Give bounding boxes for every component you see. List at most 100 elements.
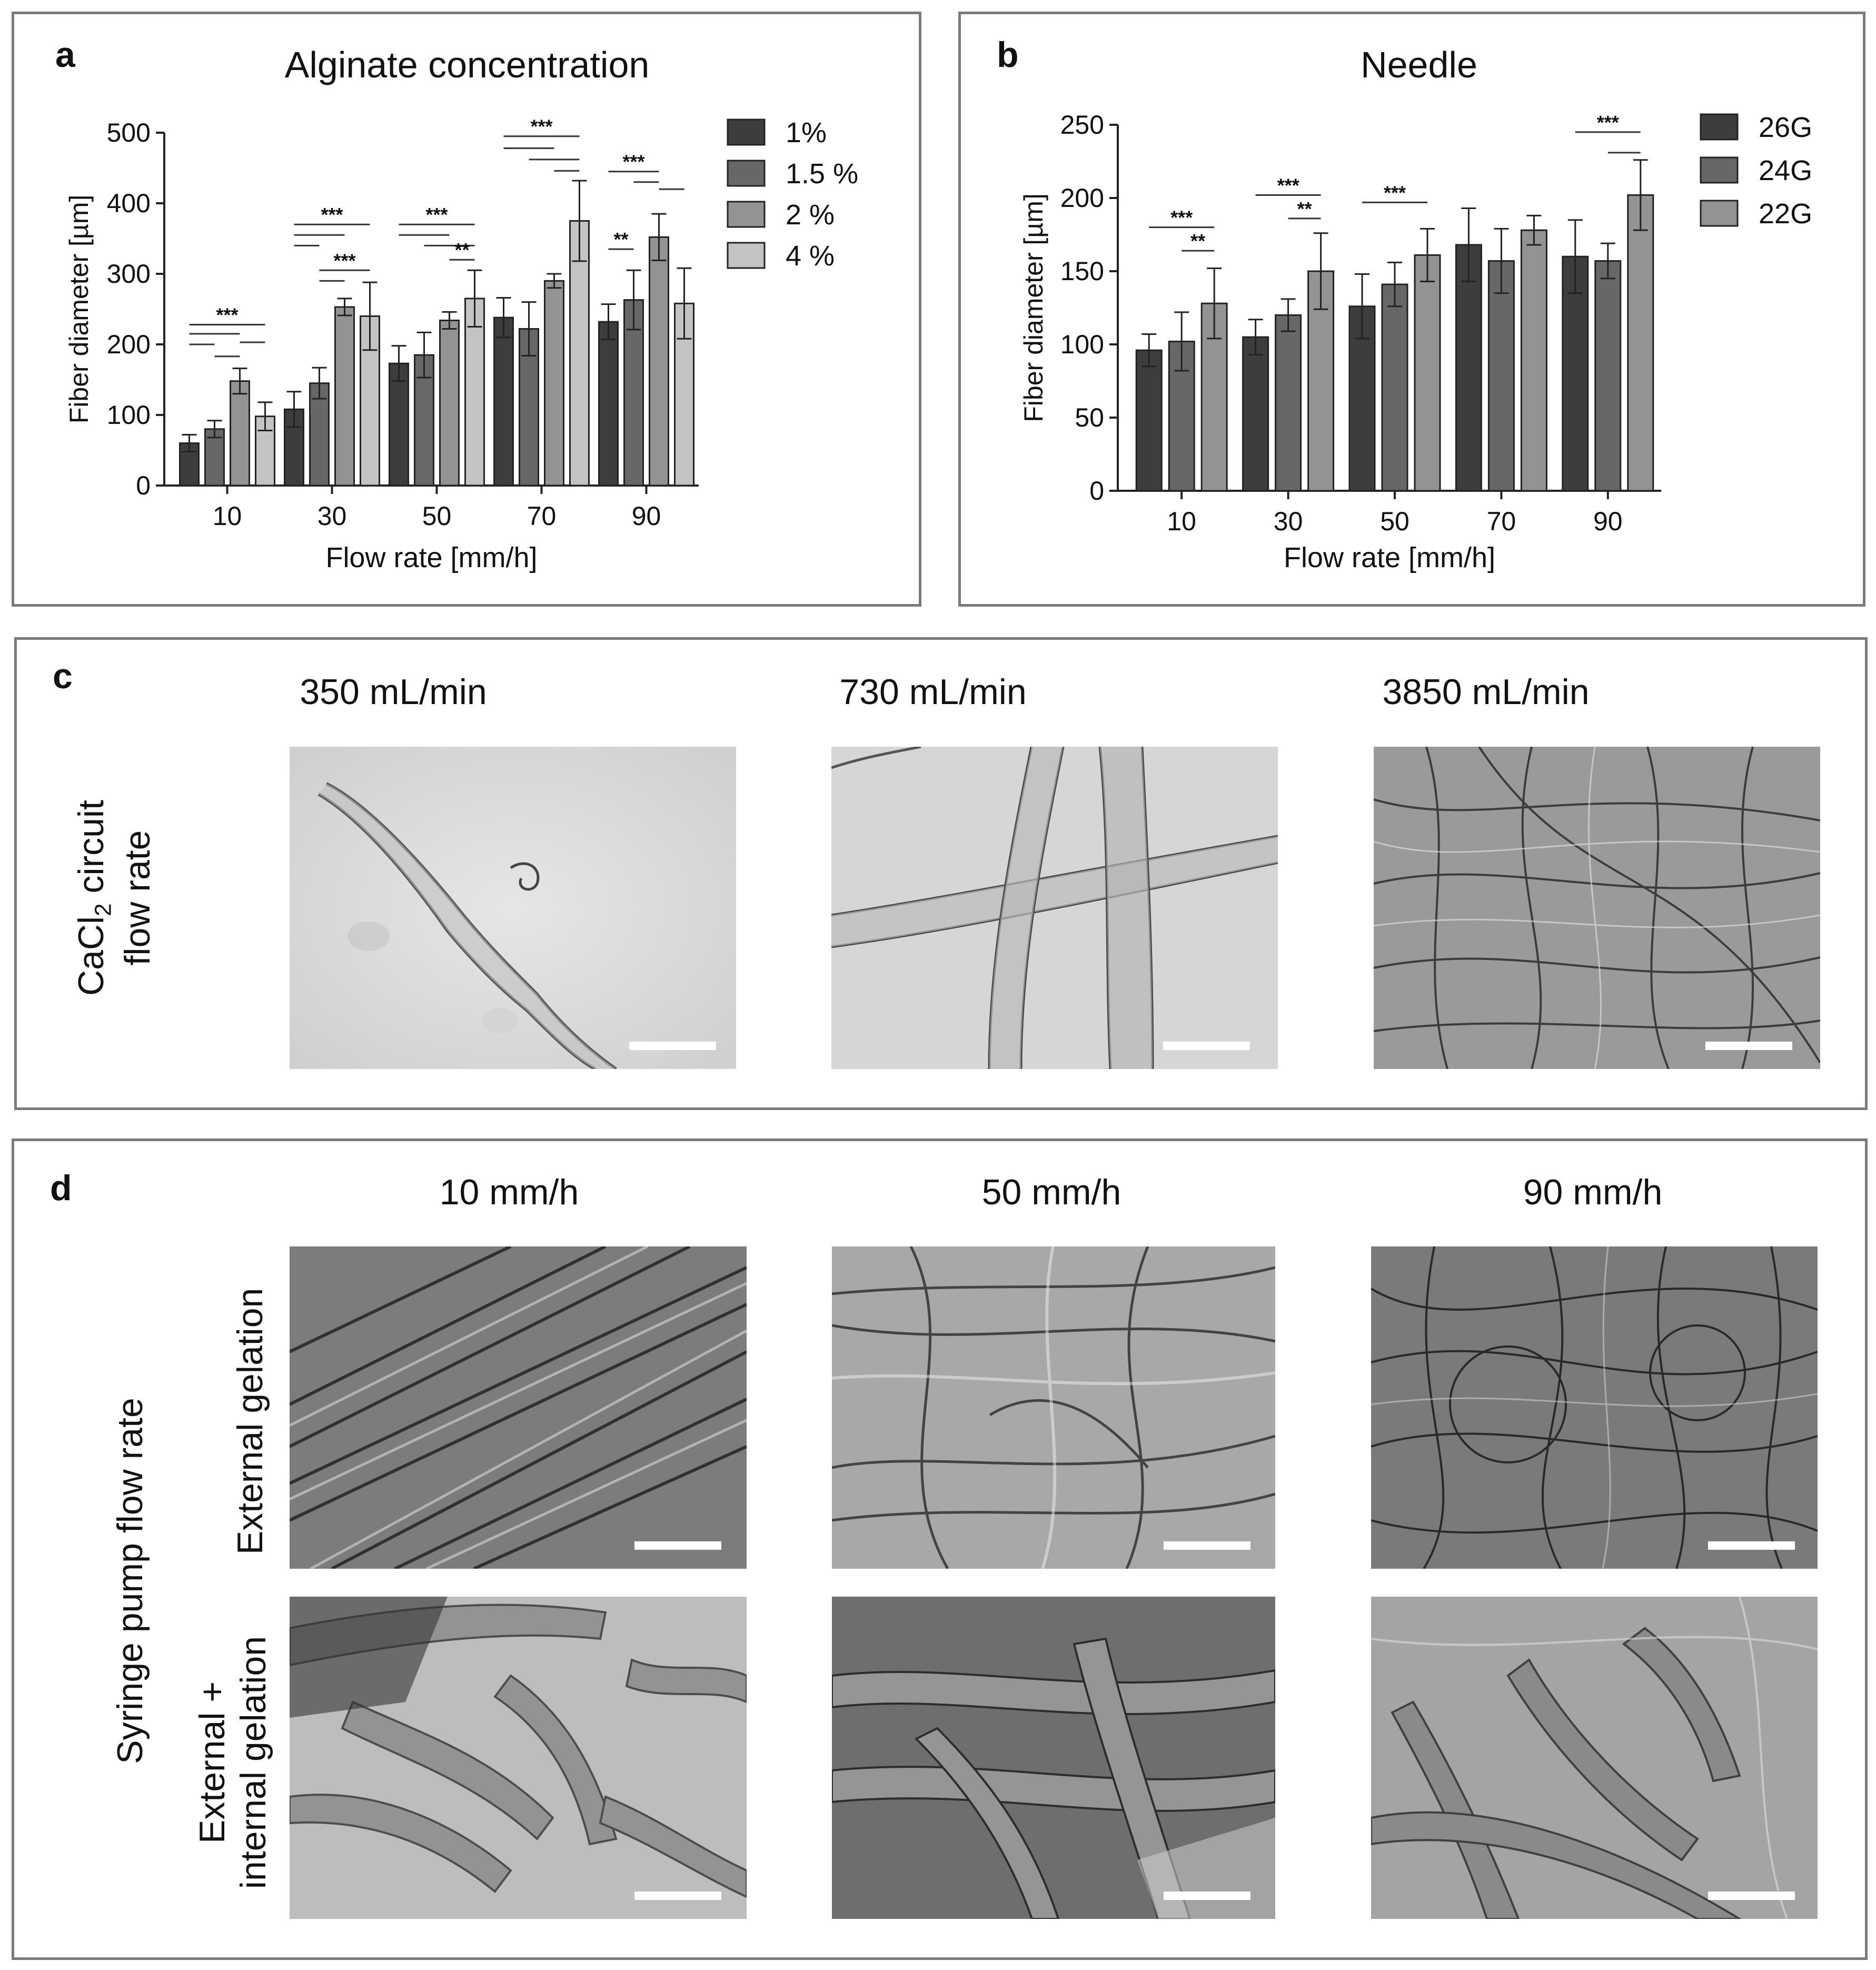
significance-label: ** xyxy=(1190,230,1205,252)
internal-gelation-text: internal gelation xyxy=(233,1636,273,1889)
bar-15-10 xyxy=(204,428,225,487)
x-tick-label: 30 xyxy=(317,501,347,531)
bar-2-10 xyxy=(230,380,250,487)
micrograph-d-int-10 xyxy=(290,1597,747,1919)
significance-label: *** xyxy=(216,304,238,325)
legend-label: 4 % xyxy=(786,240,835,272)
bar-2-50 xyxy=(439,319,460,487)
x-tick-label: 10 xyxy=(1167,507,1196,536)
bar-24G-30 xyxy=(1275,314,1302,492)
bar-26G-30 xyxy=(1242,336,1269,492)
legend-label: 26G xyxy=(1759,112,1812,143)
bar-24G-50 xyxy=(1381,283,1408,492)
y-tick-label: 500 xyxy=(107,118,151,147)
significance-label: *** xyxy=(530,116,552,137)
micrograph-c3 xyxy=(1374,747,1820,1069)
x-tick-label: 70 xyxy=(1487,507,1516,536)
chart-title: Alginate concentration xyxy=(285,44,650,85)
y-tick-label: 0 xyxy=(1089,476,1104,506)
bar-26G-70 xyxy=(1455,244,1482,492)
col-title-90: 90 mm/h xyxy=(1523,1172,1663,1212)
significance-label: *** xyxy=(1384,182,1406,203)
bar-4-70 xyxy=(569,220,590,487)
panel-b: b Needle 0 50 100 150 200 250 Fiber diameter [µ… xyxy=(958,12,1865,607)
x-tick-label: 10 xyxy=(213,501,242,531)
bar-15-90 xyxy=(623,299,644,487)
bar-26G-90 xyxy=(1562,255,1589,492)
x-tick-label: 90 xyxy=(1593,507,1623,536)
significance-label: *** xyxy=(622,151,644,173)
significance-label: *** xyxy=(1597,112,1619,133)
significance-label: *** xyxy=(1170,207,1193,229)
external-plus-text: External + xyxy=(192,1681,232,1844)
bar-4-50 xyxy=(464,298,485,487)
y-tick-label: 0 xyxy=(136,471,151,500)
micrograph-d-ext-90 xyxy=(1371,1246,1818,1569)
bar-22G-10 xyxy=(1200,302,1228,492)
external-internal-gelation-label: External + internal gelation xyxy=(192,1636,274,1889)
micrograph-c1 xyxy=(290,747,736,1069)
legend-swatch xyxy=(727,242,766,269)
bar-22G-70 xyxy=(1520,229,1547,492)
x-tick-label: 50 xyxy=(1380,507,1410,536)
bar-26G-10 xyxy=(1135,349,1163,492)
micrograph-d-int-90 xyxy=(1371,1597,1818,1919)
col-title-3850: 3850 mL/min xyxy=(1382,672,1590,712)
panel-b-label: b xyxy=(997,35,1019,75)
bar-15-30 xyxy=(309,382,330,487)
x-axis-label: Flow rate [mm/h] xyxy=(1284,542,1495,573)
cacl-subscript: 2 xyxy=(90,903,116,916)
col-title-10: 10 mm/h xyxy=(439,1172,579,1212)
y-tick-label: 200 xyxy=(107,330,151,359)
micrograph-c2 xyxy=(831,747,1278,1069)
y-tick-label: 50 xyxy=(1075,403,1104,432)
chart-b: Needle 0 50 100 150 200 250 Fiber diameter [µm]… xyxy=(1019,44,1812,573)
bar-1-70 xyxy=(493,316,514,487)
y-tick-label: 100 xyxy=(1060,330,1104,359)
x-axis-label: Flow rate [mm/h] xyxy=(325,542,537,573)
col-title-350: 350 mL/min xyxy=(300,672,487,712)
external-gelation-label: External gelation xyxy=(230,1288,270,1555)
bar-2-30 xyxy=(334,306,355,487)
legend-swatch xyxy=(727,160,766,187)
significance-label: ** xyxy=(454,239,469,261)
chart-a: Alginate concentration 0 100 200 300 400 500 Fi… xyxy=(64,44,858,573)
legend-label: 22G xyxy=(1759,198,1812,230)
legend-label: 2 % xyxy=(786,199,835,231)
bar-2-90 xyxy=(649,236,669,487)
x-tick-label: 70 xyxy=(527,501,557,531)
panel-c-row-label: CaCl2 circuit flow rate xyxy=(71,761,158,1035)
y-tick-label: 150 xyxy=(1060,256,1104,286)
bar-24G-70 xyxy=(1487,260,1515,492)
micrograph-d-ext-10 xyxy=(290,1246,747,1569)
significance-label: *** xyxy=(321,204,343,225)
bar-22G-90 xyxy=(1627,194,1654,492)
x-tick-label: 50 xyxy=(422,501,452,531)
y-axis-label: Fiber diameter [µm] xyxy=(1019,193,1048,422)
y-tick-label: 100 xyxy=(107,400,151,430)
y-tick-label: 400 xyxy=(107,189,151,218)
col-title-50: 50 mm/h xyxy=(981,1172,1121,1212)
panel-a-label: a xyxy=(55,35,75,75)
chart-title: Needle xyxy=(1361,44,1477,85)
cacl-text: CaCl xyxy=(71,916,111,996)
panel-d-group-label: Syringe pump flow rate xyxy=(110,1398,150,1764)
legend-label: 1% xyxy=(786,117,827,149)
bar-1-90 xyxy=(598,321,619,487)
significance-label: *** xyxy=(333,250,355,271)
x-tick-label: 30 xyxy=(1274,507,1303,536)
bar-2-70 xyxy=(544,280,564,487)
y-tick-label: 300 xyxy=(107,259,151,289)
legend-swatch xyxy=(1700,200,1739,227)
panel-d: d Syringe pump flow rate External gelati… xyxy=(12,1139,1868,1960)
bar-24G-90 xyxy=(1594,260,1622,492)
legend-label: 1.5 % xyxy=(786,158,858,190)
legend-swatch xyxy=(1700,113,1739,141)
x-tick-label: 90 xyxy=(632,501,661,531)
flow-rate-text: flow rate xyxy=(117,830,157,966)
panel-c: c CaCl2 circuit flow rate 350 mL/min 730… xyxy=(14,637,1868,1110)
panel-a: a Alginate concentration 0 100 200 300 400 500… xyxy=(12,12,921,607)
micrograph-d-ext-50 xyxy=(832,1246,1275,1569)
significance-label: *** xyxy=(1277,174,1299,196)
legend-label: 24G xyxy=(1759,155,1812,186)
